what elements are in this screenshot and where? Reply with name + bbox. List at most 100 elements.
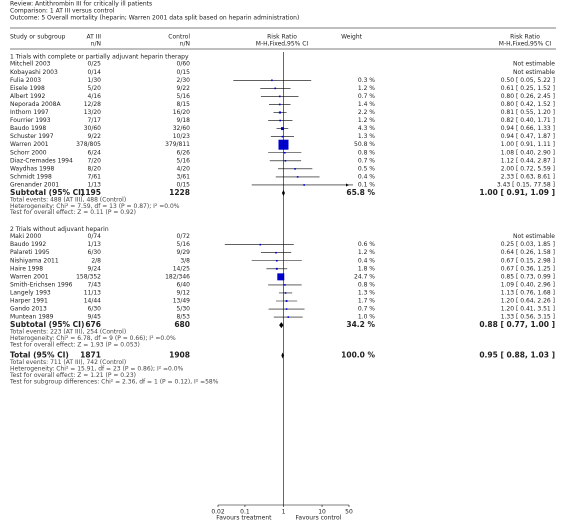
diamond <box>281 352 284 359</box>
outcome: Outcome: 5 Overall mortality (heparin; W… <box>10 15 299 22</box>
note: Heterogeneity: Chi² = 6.78, df = 9 (P = … <box>10 335 176 342</box>
weight: 4.3 % <box>358 125 375 132</box>
control-events: 1908 <box>169 351 190 360</box>
subtotal-label: Subtotal (95% CI) <box>10 320 84 329</box>
weight-square <box>279 119 281 122</box>
treatment-events: 1871 <box>80 351 101 360</box>
treatment-events: 7/43 <box>88 281 102 288</box>
control-events: 3/8 <box>180 257 190 264</box>
study-name: Warren 2001 <box>10 141 49 148</box>
effect: 1.13 [ 0.76, 1.68 ] <box>501 289 555 296</box>
treatment-events: 8/20 <box>88 165 102 172</box>
treatment-events: 13/20 <box>84 109 101 116</box>
col-header: Weight <box>341 34 363 41</box>
control-events: 13/49 <box>173 298 190 305</box>
study-name: Fourrier 1993 <box>10 117 51 124</box>
treatment-events: 7/20 <box>88 157 102 164</box>
treatment-events: 0/74 <box>88 233 102 240</box>
weight: 1.3 % <box>358 133 375 140</box>
study-name: Baudo 1998 <box>10 125 46 132</box>
note: Test for overall effect: Z = 1.93 (P = 0… <box>9 341 140 348</box>
weight-square <box>278 103 281 106</box>
control-events: 8/15 <box>177 101 191 108</box>
control-events: 9/22 <box>177 85 191 92</box>
weight-square <box>275 251 277 254</box>
study-name: Albert 1992 <box>10 93 45 100</box>
treatment-events: 30/60 <box>84 125 101 132</box>
col-header: M-H,Fixed,95% CI <box>256 41 309 48</box>
study-name: Harper 1991 <box>10 298 48 305</box>
control-events: 3/61 <box>177 173 191 180</box>
study-name: Eisele 1998 <box>10 85 45 92</box>
effect: 0.80 [ 0.26, 2.45 ] <box>501 93 555 100</box>
note: Total events: 223 (AT III), 254 (Control… <box>9 329 126 336</box>
treatment-events: 5/20 <box>88 85 102 92</box>
note: Heterogeneity: Chi² = 15.91, df = 23 (P … <box>10 365 184 372</box>
weight: 0.1 % <box>358 181 375 188</box>
weight: 0.8 % <box>358 281 375 288</box>
control-events: 10/23 <box>173 133 190 140</box>
weight: 2.2 % <box>358 109 375 116</box>
treatment-events: 6/30 <box>88 249 102 256</box>
effect: 1.12 [ 0.44, 2.87 ] <box>501 157 555 164</box>
weight: 0.7 % <box>358 306 375 313</box>
subtotal-label: Total (95% CI) <box>10 351 69 360</box>
control-events: 2/30 <box>177 77 191 84</box>
weight-square <box>284 284 286 286</box>
effect: 0.80 [ 0.42, 1.52 ] <box>501 101 555 108</box>
study-name: Grenander 2001 <box>10 181 59 188</box>
study-name: Mitchell 2003 <box>10 61 51 68</box>
weight: 34.2 % <box>346 320 375 329</box>
treatment-events: 1/13 <box>88 181 102 188</box>
treatment-events: 14/44 <box>84 298 101 305</box>
x-tick-label: 10 <box>318 509 326 516</box>
treatment-events: 1/30 <box>88 77 102 84</box>
study-name: Maki 2000 <box>10 233 41 240</box>
control-events: 0/15 <box>177 181 191 188</box>
weight: 24.7 % <box>354 273 375 280</box>
weight: 1.2 % <box>358 85 375 92</box>
treatment-events: 7/17 <box>88 117 102 124</box>
study-name: Smith-Erichsen 1996 <box>10 281 73 288</box>
study-name: Neporada 2008A <box>10 101 61 108</box>
study-name: Langely 1993 <box>10 289 51 296</box>
col-header: Risk Ratio <box>510 34 540 41</box>
note: Test for overall effect: Z = 0.11 (P = 0… <box>9 209 136 216</box>
treatment-events: 1/13 <box>88 241 102 248</box>
review: Review: Antithrombin III for critically … <box>10 1 152 8</box>
effect: 0.61 [ 0.25, 1.52 ] <box>501 85 555 92</box>
effect: 1.00 [ 0.91, 1.09 ] <box>479 188 555 197</box>
weight: 1.4 % <box>358 101 375 108</box>
treatment-events: 0/14 <box>88 69 102 76</box>
control-events: 14/25 <box>173 265 190 272</box>
effect: 1.09 [ 0.40, 2.96 ] <box>501 281 555 288</box>
weight-square <box>287 316 290 318</box>
weight: 0.8 % <box>358 149 375 156</box>
note: Test for overall effect: Z = 1.21 (P = 0… <box>9 372 136 379</box>
weight-square <box>284 160 287 162</box>
weight-square <box>296 176 299 178</box>
weight-square <box>285 308 288 310</box>
study-name: Schorr 2000 <box>10 149 47 156</box>
weight: 0.3 % <box>358 77 375 84</box>
treatment-events: 11/13 <box>84 289 101 296</box>
study-name: Nishiyama 2011 <box>10 257 59 264</box>
weight: 1.2 % <box>358 117 375 124</box>
effect: 0.88 [ 0.77, 1.00 ] <box>479 320 555 329</box>
control-events: 1228 <box>169 188 190 197</box>
weight: 0.6 % <box>358 241 375 248</box>
weight: 100.0 % <box>341 351 375 360</box>
treatment-events: 6/24 <box>88 149 102 156</box>
effect: Not estimable <box>513 69 555 76</box>
control-events: 379/811 <box>165 141 190 148</box>
weight-square <box>283 151 286 154</box>
weight-square <box>303 184 305 186</box>
effect: 2.00 [ 0.72, 5.59 ] <box>501 165 555 172</box>
study-name: Schuster 1997 <box>10 133 54 140</box>
effect: 0.25 [ 0.03, 1.85 ] <box>501 241 555 248</box>
weight: 1.0 % <box>358 314 375 321</box>
weight-square <box>259 243 262 246</box>
x-tick-label: 1 <box>282 509 286 516</box>
treatment-events: 12/28 <box>84 101 101 108</box>
treatment-events: 158/352 <box>76 273 101 280</box>
